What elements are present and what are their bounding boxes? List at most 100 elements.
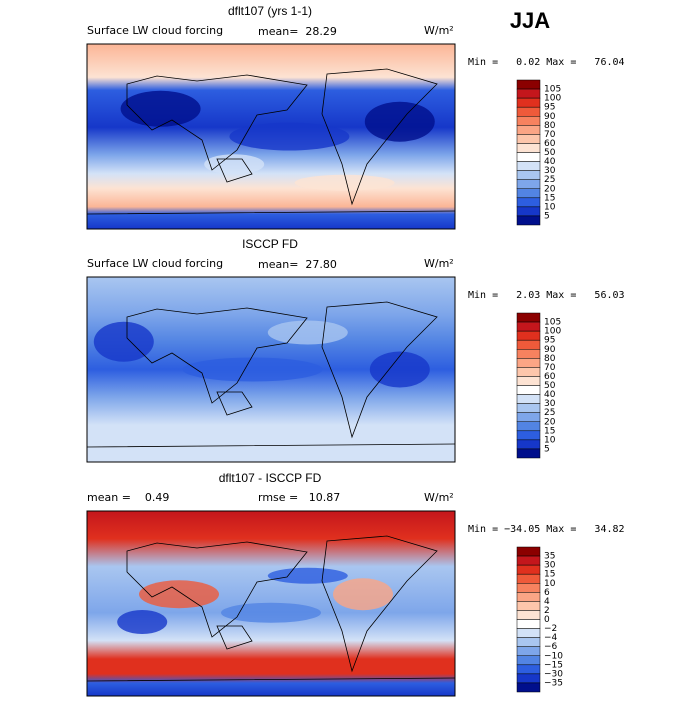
colorbar-swatch [516, 385, 541, 395]
colorbar-swatch [516, 673, 541, 684]
colorbar-swatch [516, 655, 541, 666]
colorbar-swatch [516, 125, 541, 135]
range-label: Min = −34.05 Max = 34.82 [468, 524, 625, 535]
map-blob [139, 580, 219, 609]
colorbar-label: 15 [544, 426, 555, 436]
colorbar-swatch [516, 197, 541, 208]
rmse-label: rmse = 10.87 [258, 491, 340, 504]
colorbar-label: 2 [544, 606, 550, 616]
colorbar-swatch [516, 403, 541, 413]
colorbar-label: 10 [544, 435, 556, 445]
units-label: W/m² [424, 491, 454, 504]
map-blob [294, 174, 395, 191]
panel: dflt107 - ISCCP FD mean = 0.49 rmse = 10.8… [86, 471, 625, 697]
colorbar-label: 50 [544, 148, 556, 158]
colorbar-label: 90 [544, 112, 556, 122]
colorbar-label: 4 [544, 597, 550, 607]
colorbar-swatch [516, 564, 541, 575]
colorbar-label: 40 [544, 157, 556, 167]
colorbar-label: 60 [544, 372, 556, 382]
colorbar-label: 6 [544, 588, 550, 598]
colorbar-label: 80 [544, 354, 556, 364]
colorbar-swatch [516, 152, 541, 162]
panel: dflt107 (yrs 1-1) Surface LW cloud forcin… [86, 4, 625, 230]
colorbar-swatch [516, 88, 541, 99]
colorbar-swatch [516, 79, 541, 90]
colorbar-swatch [516, 134, 541, 144]
colorbar-swatch [516, 97, 541, 108]
colorbar-label: −35 [544, 678, 563, 688]
map [87, 44, 455, 229]
colorbar-swatch [516, 583, 541, 593]
coastline [87, 301, 455, 448]
colorbar-swatch [516, 448, 541, 459]
map-blob [267, 567, 348, 584]
map-blob [93, 321, 154, 362]
map-frame [86, 276, 456, 463]
colorbar-label: 95 [544, 336, 555, 346]
colorbar-label: 105 [544, 85, 561, 95]
panel-title: ISCCP FD [242, 237, 298, 251]
colorbar-swatch [516, 215, 541, 226]
colorbar-swatch [516, 206, 541, 217]
units-label: W/m² [424, 24, 454, 37]
coastline [87, 535, 455, 682]
mean-label: mean= 27.80 [258, 258, 337, 271]
map-blob [369, 351, 430, 388]
colorbar-label: 10 [544, 579, 556, 589]
colorbar-swatch [516, 339, 541, 350]
colorbar-label: 95 [544, 103, 555, 113]
colorbar-swatch [516, 188, 541, 199]
colorbar-swatch [516, 619, 541, 629]
colorbar-swatch [516, 179, 541, 189]
colorbar-swatch [516, 312, 541, 323]
colorbar-label: 15 [544, 570, 555, 580]
season: JJA [510, 8, 550, 33]
colorbar-label: 35 [544, 552, 555, 562]
map-frame [86, 510, 456, 697]
colorbar-swatch [516, 106, 541, 117]
colorbar-label: 90 [544, 345, 556, 355]
map [87, 277, 455, 462]
colorbar-label: −2 [544, 624, 557, 634]
colorbar-label: 40 [544, 390, 556, 400]
colorbar-swatch [516, 330, 541, 341]
variable-label: Surface LW cloud forcing [87, 257, 223, 270]
colorbar-swatch [516, 143, 541, 153]
colorbar-label: 60 [544, 139, 556, 149]
colorbar-label: −15 [544, 660, 563, 670]
coastline [87, 68, 455, 215]
colorbar-swatch [516, 646, 541, 656]
colorbar-swatch [516, 161, 541, 171]
colorbar-swatch [516, 412, 541, 422]
colorbar-label: 5 [544, 444, 550, 454]
map-blob [333, 578, 393, 611]
map-blob [204, 154, 265, 175]
map [87, 511, 455, 696]
colorbar-label: 10 [544, 202, 556, 212]
colorbar-label: 20 [544, 417, 556, 427]
colorbar-swatch [516, 664, 541, 675]
colorbar-swatch [516, 421, 541, 432]
colorbar-label: −4 [544, 633, 558, 643]
colorbar-label: 25 [544, 175, 555, 185]
range-label: Min = 2.03 Max = 56.03 [468, 290, 625, 301]
panel: ISCCP FD Surface LW cloud forcing mean= 27… [86, 237, 625, 463]
colorbar-swatch [516, 430, 541, 441]
map-blob [229, 122, 350, 151]
map-blob [182, 357, 323, 382]
colorbar-swatch [516, 321, 541, 332]
units-label: W/m² [424, 257, 454, 270]
colorbar-label: 70 [544, 363, 556, 373]
variable-label: Surface LW cloud forcing [87, 24, 223, 37]
colorbar-label: 70 [544, 130, 556, 140]
colorbar-label: −6 [544, 642, 558, 652]
colorbar-label: 100 [544, 327, 561, 337]
colorbar-swatch [516, 592, 541, 602]
colorbar-label: 105 [544, 318, 561, 328]
panel-title: dflt107 - ISCCP FD [219, 471, 322, 485]
colorbar-label: 80 [544, 121, 556, 131]
map-blob [221, 602, 321, 623]
colorbar-label: 25 [544, 408, 555, 418]
